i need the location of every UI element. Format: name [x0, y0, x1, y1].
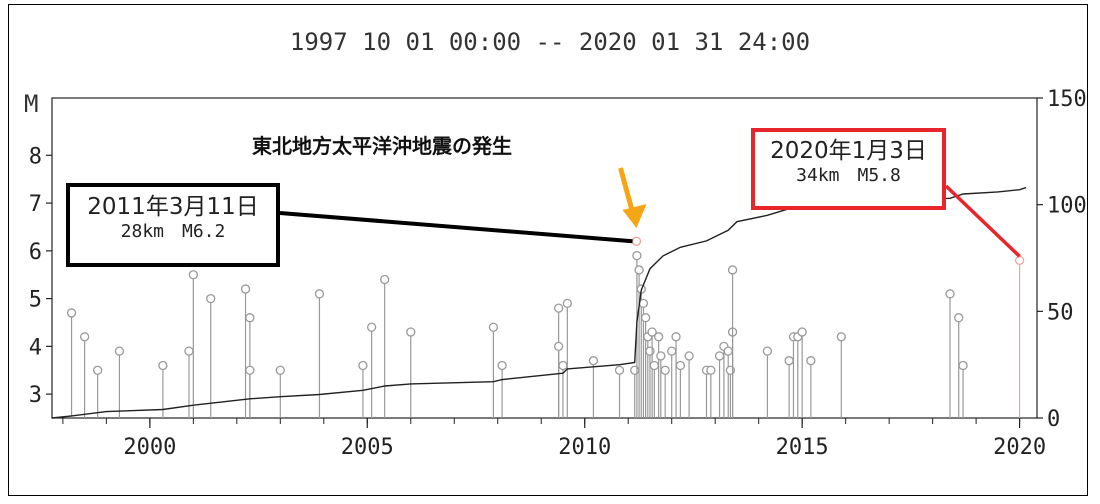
y2-tick-label: 50 [1047, 300, 1074, 325]
magnitude-point [635, 266, 643, 274]
leader-line-2020 [946, 186, 1020, 256]
magnitude-point [381, 275, 389, 283]
magnitude-point [115, 347, 123, 355]
magnitude-point [242, 285, 250, 293]
annotation-2011-detail: 28km M6.2 [70, 221, 276, 243]
magnitude-point [707, 366, 715, 374]
magnitude-point [959, 361, 967, 369]
magnitude-point [159, 361, 167, 369]
x-tick-label: 2010 [558, 435, 611, 460]
magnitude-point [94, 366, 102, 374]
y-tick-label: 8 [29, 144, 42, 169]
magnitude-point [616, 366, 624, 374]
event-arrow-head [622, 204, 646, 228]
x-tick-label: 2005 [341, 435, 394, 460]
magnitude-point [763, 347, 771, 355]
x-tick-label: 2000 [123, 435, 176, 460]
y-tick-label: 3 [29, 383, 42, 408]
magnitude-point [359, 361, 367, 369]
magnitude-point [639, 299, 647, 307]
magnitude-point [955, 314, 963, 322]
y-tick-label: 4 [29, 335, 42, 360]
magnitude-point [661, 366, 669, 374]
magnitude-point [563, 299, 571, 307]
magnitude-point [68, 309, 76, 317]
annotation-2011-date: 2011年3月11日 [70, 193, 276, 221]
magnitude-point [631, 366, 639, 374]
magnitude-point [646, 347, 654, 355]
magnitude-point [729, 266, 737, 274]
magnitude-point [676, 361, 684, 369]
magnitude-point [807, 357, 815, 365]
y-tick-label: 6 [29, 240, 42, 265]
magnitude-point [672, 333, 680, 341]
magnitude-point [189, 271, 197, 279]
magnitude-point [207, 295, 215, 303]
magnitude-point [555, 304, 563, 312]
magnitude-point [650, 361, 658, 369]
magnitude-point [407, 328, 415, 336]
magnitude-point [632, 237, 640, 245]
magnitude-point [837, 333, 845, 341]
annotation-2020: 2020年1月3日 34km M5.8 [751, 128, 946, 210]
magnitude-point [81, 333, 89, 341]
magnitude-point [685, 352, 693, 360]
magnitude-point [946, 290, 954, 298]
magnitude-point [555, 342, 563, 350]
magnitude-point [668, 347, 676, 355]
magnitude-point [559, 361, 567, 369]
annotation-2011: 2011年3月11日 28km M6.2 [66, 183, 280, 267]
magnitude-point [489, 323, 497, 331]
magnitude-point [726, 366, 734, 374]
magnitude-point [716, 352, 724, 360]
y2-tick-label: 100 [1047, 194, 1087, 219]
magnitude-point [655, 333, 663, 341]
magnitude-point [642, 314, 650, 322]
magnitude-point [633, 252, 641, 260]
event-arrow-shaft [620, 168, 632, 212]
y2-tick-label: 0 [1047, 407, 1060, 432]
magnitude-point [368, 323, 376, 331]
x-tick-label: 2015 [776, 435, 829, 460]
y-tick-label: 7 [29, 192, 42, 217]
magnitude-point [589, 357, 597, 365]
magnitude-point [246, 366, 254, 374]
y-tick-label: 5 [29, 288, 42, 313]
magnitude-point [1016, 256, 1024, 264]
leader-line-2011 [280, 213, 632, 241]
magnitude-point [785, 357, 793, 365]
magnitude-point [315, 290, 323, 298]
annotation-2020-detail: 34km M5.8 [755, 165, 942, 187]
magnitude-point [498, 361, 506, 369]
magnitude-point [724, 347, 732, 355]
magnitude-point [276, 366, 284, 374]
annotation-2020-date: 2020年1月3日 [755, 137, 942, 165]
magnitude-point [657, 352, 665, 360]
y2-tick-label: 150 [1047, 87, 1087, 112]
magnitude-point [185, 347, 193, 355]
magnitude-point [798, 328, 806, 336]
magnitude-point [246, 314, 254, 322]
x-tick-label: 2020 [993, 435, 1046, 460]
